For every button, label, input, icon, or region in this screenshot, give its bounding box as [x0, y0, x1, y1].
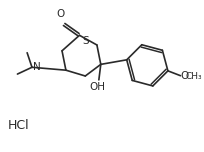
Text: N: N: [33, 62, 41, 72]
Text: O: O: [56, 9, 64, 19]
Text: HCl: HCl: [8, 119, 29, 132]
Text: O: O: [181, 71, 189, 81]
Text: OH: OH: [89, 82, 105, 92]
Text: CH₃: CH₃: [185, 72, 202, 81]
Text: S: S: [82, 36, 89, 46]
